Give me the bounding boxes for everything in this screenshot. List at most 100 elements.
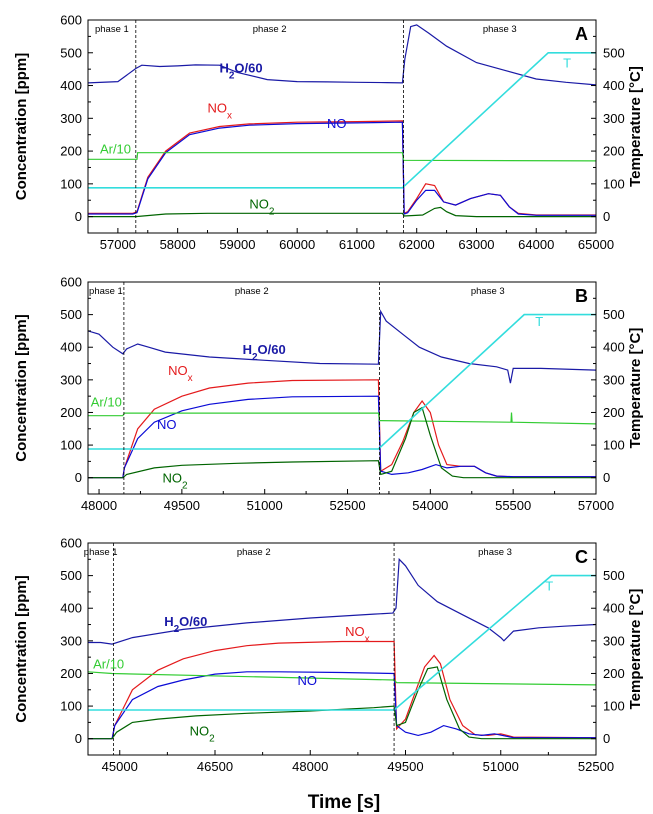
x-tick-label: 62000 (399, 237, 435, 252)
x-tick-label: 49500 (164, 498, 200, 513)
y-tick-label: 300 (60, 633, 82, 648)
x-tick-label: 59000 (219, 237, 255, 252)
x-tick-label: 46500 (197, 759, 233, 774)
series-label-nox: NOx (168, 363, 193, 384)
x-tick-label: 57000 (100, 237, 136, 252)
y-tick-label: 100 (60, 438, 82, 453)
y-right-tick-label: 100 (603, 699, 625, 714)
x-tick-label: 65000 (578, 237, 614, 252)
series-lines (88, 557, 596, 740)
series-line-no (88, 395, 596, 479)
x-tick-label: 57000 (578, 498, 614, 513)
x-tick-label: 49500 (387, 759, 423, 774)
y-tick-label: 0 (75, 470, 82, 485)
series-label-ar: Ar/10 (100, 142, 131, 157)
y-right-tick-label: 200 (603, 666, 625, 681)
series-lines (88, 309, 596, 479)
series-label-nox: NOx (208, 100, 233, 121)
x-axis-label: Time [s] (308, 792, 381, 813)
y-right-tick-label: 500 (603, 45, 625, 60)
y-right-tick-label: 0 (603, 731, 610, 746)
x-tick-label: 55500 (495, 498, 531, 513)
y-tick-label: 600 (60, 536, 82, 551)
x-tick-label: 52500 (578, 759, 614, 774)
panel-b: phase 1 phase 2 phase 3 48000 49500 51000 5250… (13, 275, 644, 514)
series-line-h2o (88, 557, 596, 645)
series-label-no2: NO2 (190, 723, 216, 744)
series-line-temp (88, 51, 596, 189)
y-right-tick-label: 200 (603, 144, 625, 159)
series-line-ar (88, 671, 596, 686)
series-label-no2: NO2 (163, 471, 189, 492)
y-tick-label: 400 (60, 340, 82, 355)
series-line-nox (88, 120, 596, 216)
panel-letter: B (575, 286, 588, 306)
x-tick-label: 51000 (247, 498, 283, 513)
x-tick-label: 60000 (279, 237, 315, 252)
y-tick-label: 600 (60, 13, 82, 28)
series-label-temp: T (563, 56, 571, 71)
phase-label: phase 1 (84, 547, 118, 558)
y-right-tick-label: 100 (603, 176, 625, 191)
y-tick-label: 200 (60, 144, 82, 159)
series-line-h2o (88, 309, 596, 384)
y-right-tick-label: 300 (603, 372, 625, 387)
series-line-no (88, 121, 596, 216)
series-label-ar: Ar/10 (93, 657, 124, 672)
series-line-temp (88, 313, 596, 450)
series-label-no: NO (298, 673, 318, 688)
x-tick-label: 51000 (483, 759, 519, 774)
y-tick-label: 400 (60, 78, 82, 93)
panel-letter: A (575, 24, 588, 44)
phase-label: phase 1 (89, 286, 123, 297)
series-line-temp (88, 574, 596, 711)
phase-label: phase 3 (471, 286, 505, 297)
y-right-tick-label: 500 (603, 307, 625, 322)
series-label-temp: T (535, 314, 543, 329)
plot-frame (87, 542, 597, 756)
series-label-ar: Ar/10 (91, 395, 122, 410)
y-tick-label: 500 (60, 45, 82, 60)
series-label-h2o: H2O/60 (243, 342, 286, 363)
y-right-tick-label: 400 (603, 78, 625, 93)
x-tick-label: 48000 (292, 759, 328, 774)
series-line-no2 (88, 406, 596, 479)
phase-label: phase 3 (478, 547, 512, 558)
y-right-tick-label: 200 (603, 405, 625, 420)
y-right-tick-label: 300 (603, 633, 625, 648)
series-line-no (88, 671, 596, 740)
y-tick-label: 0 (75, 731, 82, 746)
series-line-no2 (88, 206, 596, 218)
panel-letter: C (575, 547, 588, 567)
series-line-no2 (88, 666, 596, 740)
series-label-nox: NOx (345, 624, 370, 645)
series-label-h2o: H2O/60 (219, 60, 262, 81)
phase-label: phase 2 (237, 547, 271, 558)
series-label-no: NO (327, 116, 347, 131)
series-label-temp: T (545, 578, 553, 593)
x-tick-label: 45000 (102, 759, 138, 774)
series-line-nox (88, 640, 596, 740)
y-tick-label: 100 (60, 176, 82, 191)
y-right-axis-label: Temperature [°C] (627, 328, 644, 449)
series-label-no: NO (157, 417, 177, 432)
y-tick-label: 0 (75, 209, 82, 224)
y-right-tick-label: 300 (603, 111, 625, 126)
series-line-h2o (88, 24, 596, 86)
x-tick-label: 63000 (458, 237, 494, 252)
y-axis-label: Concentration [ppm] (13, 314, 30, 462)
y-tick-label: 500 (60, 568, 82, 583)
series-line-ar (88, 412, 596, 425)
y-right-tick-label: 0 (603, 470, 610, 485)
y-tick-label: 100 (60, 699, 82, 714)
series-line-ar (88, 152, 596, 162)
y-right-axis-label: Temperature [°C] (627, 589, 644, 710)
y-axis-label: Concentration [ppm] (13, 53, 30, 201)
y-axis-label: Concentration [ppm] (13, 575, 30, 723)
phase-label: phase 1 (95, 24, 129, 35)
plot-frame (87, 19, 597, 234)
x-tick-label: 52500 (329, 498, 365, 513)
y-right-axis-label: Temperature [°C] (627, 66, 644, 187)
